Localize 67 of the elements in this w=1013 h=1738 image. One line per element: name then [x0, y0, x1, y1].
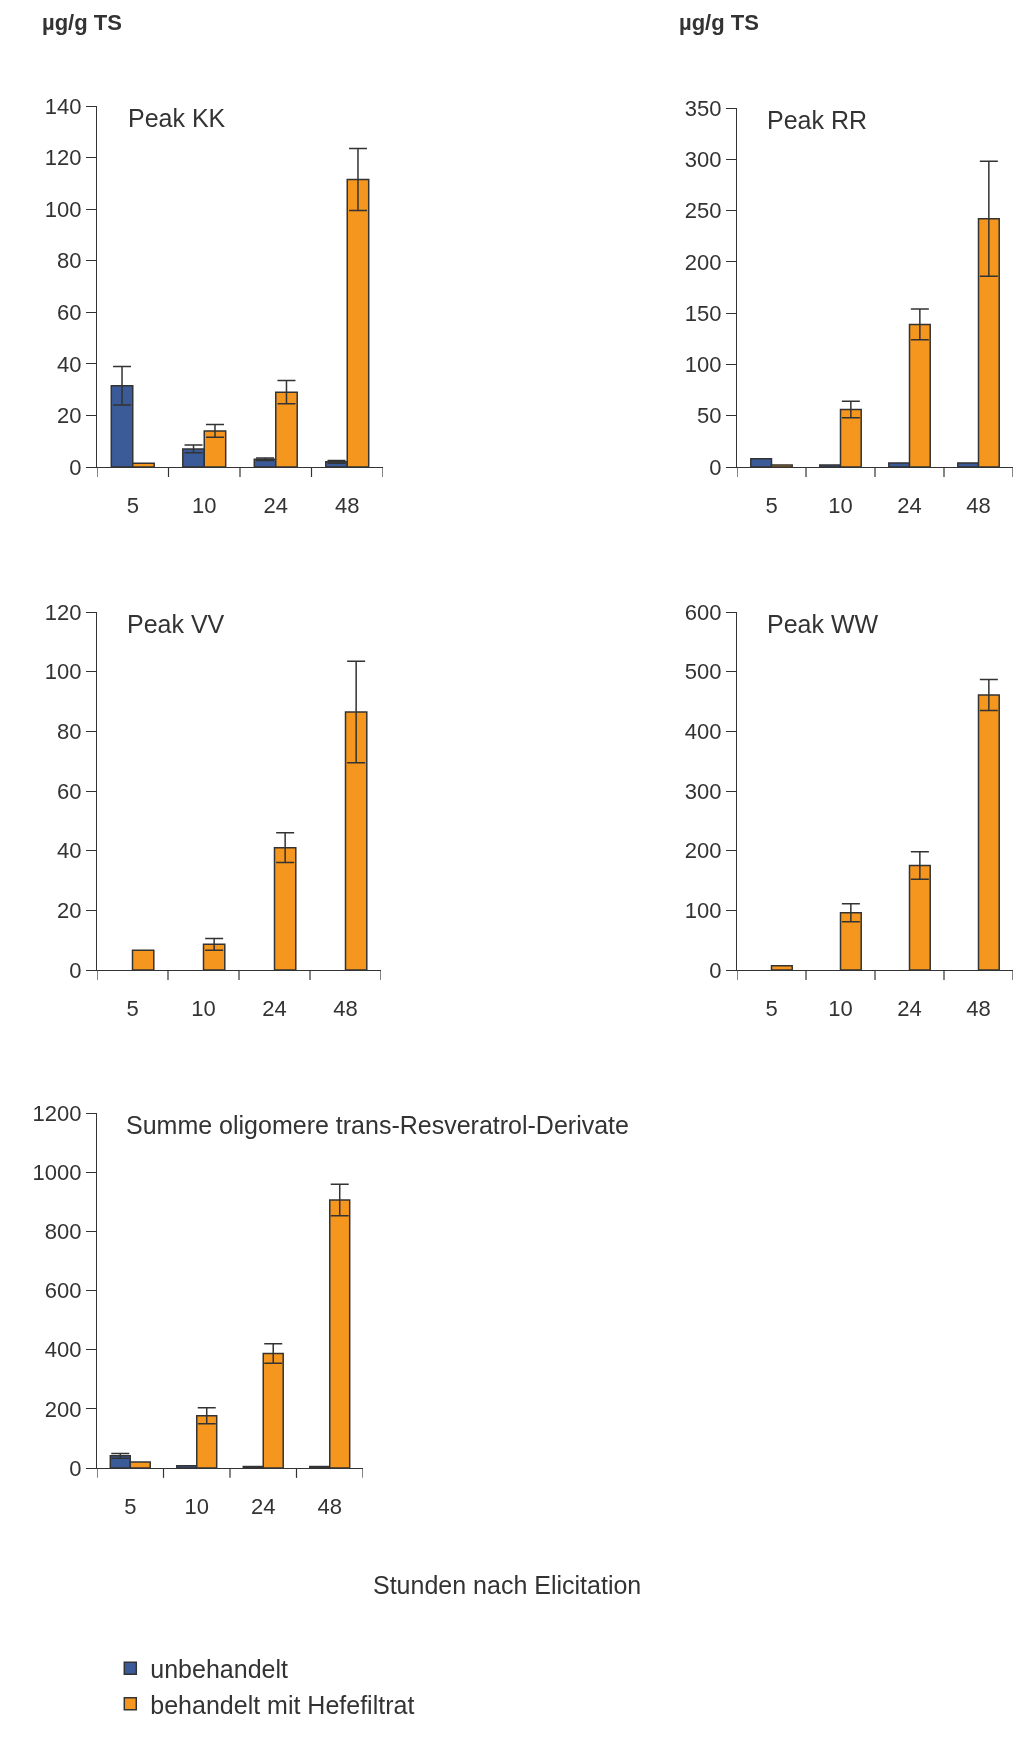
y-tick-label: 20: [56, 403, 82, 429]
y-tick-label: 1000: [32, 1159, 82, 1185]
y-tick-label: 80: [56, 248, 82, 274]
y-tick-label: 140: [44, 93, 82, 119]
y-tick-label: 600: [44, 1278, 82, 1304]
x-tick-label: 5: [765, 995, 778, 1021]
y-tick-label: 100: [44, 196, 82, 222]
x-tick-label: 24: [262, 995, 287, 1021]
y-tick-label: 250: [684, 198, 722, 224]
y-tick-label: 120: [44, 145, 82, 171]
y-tick-label: 800: [44, 1219, 82, 1245]
chart-title: Peak RR: [767, 106, 868, 134]
y-tick-label: 350: [684, 95, 722, 121]
y-tick-label: 0: [69, 454, 82, 480]
x-tick-label: 10: [828, 995, 853, 1021]
y-tick-label: 300: [684, 778, 722, 804]
y-tick-label: 40: [56, 351, 82, 377]
y-tick-label: 20: [56, 898, 82, 924]
y-tick-label: 40: [56, 838, 82, 864]
y-tick-label: 0: [709, 957, 722, 983]
x-tick-label: 24: [251, 1493, 276, 1519]
x-tick-label: 5: [124, 1493, 137, 1519]
x-tick-label: 5: [126, 995, 139, 1021]
y-tick-label: 400: [684, 719, 722, 745]
x-tick-label: 24: [897, 492, 922, 518]
y-tick-label: 200: [684, 249, 722, 275]
x-tick-label: 10: [184, 1493, 209, 1519]
chart-title: Peak VV: [127, 610, 225, 638]
x-tick-label: 5: [126, 492, 139, 518]
x-axis-title: Stunden nach Elicitation: [373, 1571, 642, 1599]
x-tick-label: 48: [966, 995, 991, 1021]
x-tick-label: 48: [333, 995, 358, 1021]
y-tick-label: 500: [684, 659, 722, 685]
chart-title: Peak WW: [767, 610, 879, 638]
x-tick-label: 5: [765, 492, 778, 518]
y-tick-label: 60: [56, 778, 82, 804]
x-tick-label: 48: [335, 492, 360, 518]
legend-label: behandelt mit Hefefiltrat: [150, 1690, 415, 1719]
y-tick-label: 200: [44, 1396, 82, 1422]
chart-title: Summe oligomere trans-Resveratrol-Derivate: [126, 1111, 629, 1139]
y-tick-label: 120: [44, 599, 82, 625]
y-tick-label: 300: [684, 146, 722, 172]
y-tick-label: 100: [684, 898, 722, 924]
y-tick-label: 400: [44, 1337, 82, 1363]
x-tick-label: 48: [966, 492, 991, 518]
y-tick-label: 60: [56, 299, 82, 325]
x-tick-label: 24: [263, 492, 288, 518]
y-tick-label: 600: [684, 599, 722, 625]
y-tick-label: 100: [44, 659, 82, 685]
x-tick-label: 48: [317, 1493, 342, 1519]
x-tick-label: 10: [192, 492, 217, 518]
x-tick-label: 10: [828, 492, 853, 518]
y-tick-label: 50: [696, 403, 722, 429]
y-axis-title: µg/g TS: [42, 10, 122, 35]
chart-title: Peak KK: [128, 104, 226, 132]
y-tick-label: 100: [684, 352, 722, 378]
y-tick-label: 0: [69, 957, 82, 983]
y-tick-label: 0: [709, 454, 722, 480]
y-tick-label: 200: [684, 838, 722, 864]
x-tick-label: 10: [191, 995, 216, 1021]
y-tick-label: 0: [69, 1455, 82, 1481]
y-axis-title: µg/g TS: [679, 10, 759, 35]
legend-label: unbehandelt: [150, 1655, 288, 1683]
x-tick-label: 24: [897, 995, 922, 1021]
y-tick-label: 80: [56, 719, 82, 745]
y-tick-label: 150: [684, 300, 722, 326]
y-tick-label: 1200: [32, 1100, 82, 1126]
